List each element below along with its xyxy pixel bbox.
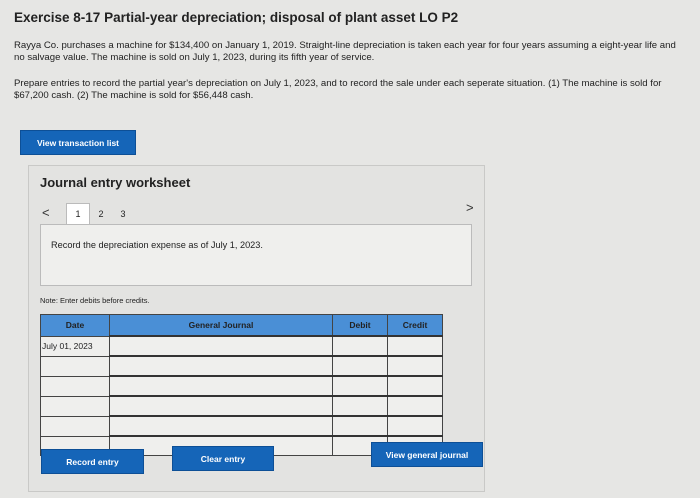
credit-cell[interactable] [387, 355, 443, 377]
debit-cell[interactable] [332, 375, 388, 397]
tab-3[interactable]: 3 [120, 208, 126, 219]
chevron-left-icon[interactable]: < [42, 205, 50, 220]
view-transaction-list-button[interactable]: View transaction list [20, 130, 136, 155]
debit-cell[interactable] [332, 355, 388, 377]
table-row [40, 375, 443, 397]
date-cell: July 01, 2023 [40, 335, 110, 357]
date-cell [40, 395, 110, 417]
problem-instructions: Prepare entries to record the partial ye… [14, 78, 662, 101]
account-cell[interactable] [109, 375, 333, 397]
instruction-text: Record the depreciation expense as of Ju… [51, 240, 263, 250]
debit-cell[interactable] [332, 415, 388, 437]
table-row [40, 415, 443, 437]
debit-cell[interactable] [332, 335, 388, 357]
account-cell[interactable] [109, 355, 333, 377]
table-row [40, 355, 443, 377]
credit-cell[interactable] [387, 415, 443, 437]
note-text: Note: Enter debits before credits. [40, 296, 150, 305]
view-general-journal-button[interactable]: View general journal [371, 442, 483, 467]
date-cell [40, 415, 110, 437]
table-row [40, 395, 443, 417]
tab-2[interactable]: 2 [98, 208, 104, 219]
debit-cell[interactable] [332, 395, 388, 417]
credit-cell[interactable] [387, 335, 443, 357]
worksheet-title: Journal entry worksheet [40, 175, 191, 190]
tab-1[interactable]: 1 [66, 203, 90, 224]
column-header-date: Date [40, 314, 110, 337]
column-header-credit: Credit [387, 314, 443, 337]
problem-description: Rayya Co. purchases a machine for $134,4… [14, 40, 676, 63]
clear-entry-button[interactable]: Clear entry [172, 446, 274, 471]
date-cell [40, 375, 110, 397]
column-header-general-journal: General Journal [109, 314, 333, 337]
account-cell[interactable] [109, 415, 333, 437]
date-cell [40, 355, 110, 377]
record-entry-button[interactable]: Record entry [41, 449, 144, 474]
account-cell[interactable] [109, 335, 333, 357]
page-title: Exercise 8-17 Partial-year depreciation;… [14, 10, 459, 25]
chevron-right-icon[interactable]: > [466, 200, 474, 215]
instruction-box: Record the depreciation expense as of Ju… [40, 224, 472, 286]
table-row: July 01, 2023 [40, 335, 443, 357]
journal-table: Date General Journal Debit Credit July 0… [40, 314, 443, 456]
column-header-debit: Debit [332, 314, 388, 337]
credit-cell[interactable] [387, 375, 443, 397]
credit-cell[interactable] [387, 395, 443, 417]
account-cell[interactable] [109, 395, 333, 417]
